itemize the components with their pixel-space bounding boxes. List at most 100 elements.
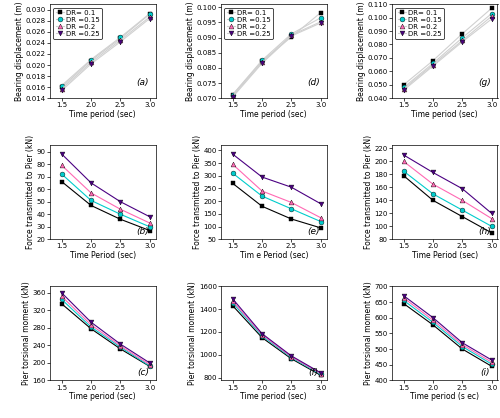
- DR =0.15: [288, 355, 294, 360]
- DR =0.25: [288, 185, 294, 190]
- DR =0.25: [400, 153, 406, 158]
- DR =0.15: [288, 31, 294, 36]
- DR= 0.1: [88, 326, 94, 331]
- DR =0.15: [230, 92, 235, 97]
- DR =0.2: [460, 38, 466, 43]
- Line: DR =0.2: DR =0.2: [402, 14, 494, 91]
- Text: (b): (b): [136, 227, 149, 236]
- DR =0.25: [88, 181, 94, 186]
- DR =0.25: [400, 293, 406, 298]
- DR= 0.1: [118, 217, 124, 222]
- Y-axis label: Bearing displacement (m): Bearing displacement (m): [186, 1, 195, 101]
- DR= 0.1: [118, 36, 124, 41]
- Line: DR =0.15: DR =0.15: [402, 11, 494, 90]
- DR =0.25: [430, 170, 436, 175]
- DR= 0.1: [88, 203, 94, 208]
- Line: DR =0.2: DR =0.2: [402, 159, 494, 221]
- DR= 0.1: [400, 173, 406, 178]
- DR =0.15: [230, 301, 235, 306]
- Line: DR =0.25: DR =0.25: [60, 291, 152, 365]
- DR =0.25: [460, 340, 466, 345]
- Legend: DR= 0.1, DR =0.15, DR =0.2, DR =0.25: DR= 0.1, DR =0.15, DR =0.2, DR =0.25: [224, 8, 273, 39]
- Line: DR =0.15: DR =0.15: [230, 171, 323, 224]
- Line: DR =0.15: DR =0.15: [60, 297, 152, 368]
- DR= 0.1: [288, 356, 294, 361]
- DR =0.15: [146, 363, 152, 368]
- DR =0.15: [488, 224, 494, 229]
- DR =0.25: [118, 342, 124, 347]
- Line: DR =0.15: DR =0.15: [230, 301, 323, 377]
- DR =0.25: [259, 61, 265, 66]
- DR =0.2: [146, 221, 152, 226]
- DR= 0.1: [230, 92, 235, 97]
- DR =0.2: [230, 298, 235, 303]
- Line: DR =0.25: DR =0.25: [60, 16, 152, 93]
- DR =0.15: [460, 208, 466, 213]
- DR =0.15: [488, 11, 494, 16]
- DR =0.2: [118, 207, 124, 212]
- DR= 0.1: [288, 34, 294, 39]
- DR =0.15: [259, 334, 265, 339]
- DR= 0.1: [318, 225, 324, 230]
- X-axis label: Time period (sec): Time period (sec): [70, 392, 136, 401]
- DR= 0.1: [460, 31, 466, 36]
- DR =0.2: [430, 62, 436, 67]
- DR= 0.1: [488, 364, 494, 369]
- DR =0.2: [230, 93, 235, 98]
- DR =0.25: [400, 88, 406, 93]
- DR =0.25: [318, 20, 324, 25]
- DR= 0.1: [58, 301, 64, 306]
- Text: (a): (a): [136, 78, 149, 87]
- DR= 0.1: [430, 58, 436, 63]
- DR =0.2: [488, 359, 494, 364]
- DR =0.25: [259, 175, 265, 180]
- DR =0.2: [400, 87, 406, 92]
- DR =0.25: [430, 64, 436, 69]
- DR= 0.1: [146, 228, 152, 233]
- DR =0.25: [318, 370, 324, 375]
- DR= 0.1: [460, 214, 466, 219]
- DR =0.15: [488, 362, 494, 367]
- X-axis label: Time period (sec): Time period (sec): [240, 392, 307, 401]
- DR =0.2: [259, 332, 265, 337]
- DR =0.25: [460, 186, 466, 191]
- DR =0.15: [58, 172, 64, 177]
- Line: DR =0.25: DR =0.25: [402, 153, 494, 216]
- Line: DR= 0.1: DR= 0.1: [230, 181, 323, 230]
- DR= 0.1: [230, 181, 235, 186]
- Text: (c): (c): [137, 367, 149, 377]
- DR =0.2: [288, 354, 294, 359]
- Line: DR =0.25: DR =0.25: [402, 17, 494, 93]
- DR =0.15: [88, 324, 94, 329]
- Line: DR =0.2: DR =0.2: [230, 299, 323, 376]
- Line: DR =0.15: DR =0.15: [402, 298, 494, 367]
- DR =0.15: [430, 61, 436, 66]
- DR =0.15: [400, 169, 406, 174]
- DR =0.25: [488, 16, 494, 21]
- Line: DR =0.2: DR =0.2: [60, 294, 152, 367]
- Line: DR= 0.1: DR= 0.1: [402, 301, 494, 369]
- Line: DR =0.25: DR =0.25: [60, 152, 152, 219]
- DR= 0.1: [259, 59, 265, 64]
- X-axis label: Time period (sec): Time period (sec): [70, 110, 136, 119]
- DR =0.15: [58, 297, 64, 302]
- DR =0.25: [118, 39, 124, 44]
- DR= 0.1: [88, 58, 94, 63]
- Text: (f): (f): [309, 367, 319, 377]
- DR= 0.1: [288, 217, 294, 222]
- DR =0.25: [88, 61, 94, 66]
- Legend: DR= 0.1, DR =0.15, DR =0.2, DR =0.25: DR= 0.1, DR =0.15, DR =0.2, DR =0.25: [396, 8, 444, 39]
- DR =0.2: [488, 14, 494, 19]
- DR =0.25: [58, 152, 64, 157]
- DR =0.2: [146, 14, 152, 19]
- DR =0.2: [318, 19, 324, 24]
- DR =0.2: [488, 216, 494, 221]
- Line: DR =0.15: DR =0.15: [230, 15, 323, 97]
- Y-axis label: Bearing displacement (m): Bearing displacement (m): [357, 1, 366, 101]
- DR =0.2: [146, 362, 152, 367]
- Line: DR= 0.1: DR= 0.1: [60, 12, 152, 89]
- Text: (h): (h): [478, 227, 491, 236]
- Line: DR =0.25: DR =0.25: [402, 293, 494, 362]
- DR =0.25: [146, 360, 152, 365]
- DR =0.2: [318, 371, 324, 376]
